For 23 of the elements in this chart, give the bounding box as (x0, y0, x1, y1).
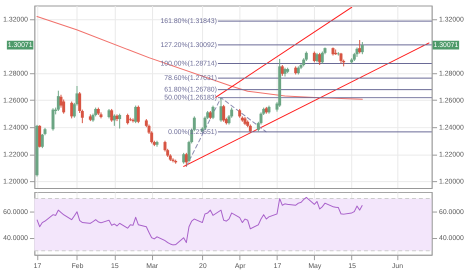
candlestick (70, 101, 74, 119)
candlestick (126, 113, 130, 125)
candlestick (358, 40, 362, 54)
candlestick (112, 114, 116, 126)
candlestick (184, 152, 188, 167)
candlestick (38, 124, 42, 148)
candlestick (110, 108, 114, 122)
candlestick (318, 52, 322, 66)
candlestick (222, 104, 226, 122)
line-series (36, 196, 363, 246)
candlestick (360, 42, 364, 55)
candlestick (212, 105, 214, 120)
candlestick (182, 152, 186, 164)
candlestick (134, 105, 138, 124)
candlestick (320, 51, 324, 64)
candlestick (56, 90, 60, 112)
candlestick (118, 113, 122, 130)
candlestick (340, 52, 342, 64)
candlestick (62, 98, 66, 114)
line-series (36, 16, 363, 100)
candlestick (280, 64, 284, 76)
candlestick (52, 108, 54, 132)
candlestick (136, 105, 140, 124)
